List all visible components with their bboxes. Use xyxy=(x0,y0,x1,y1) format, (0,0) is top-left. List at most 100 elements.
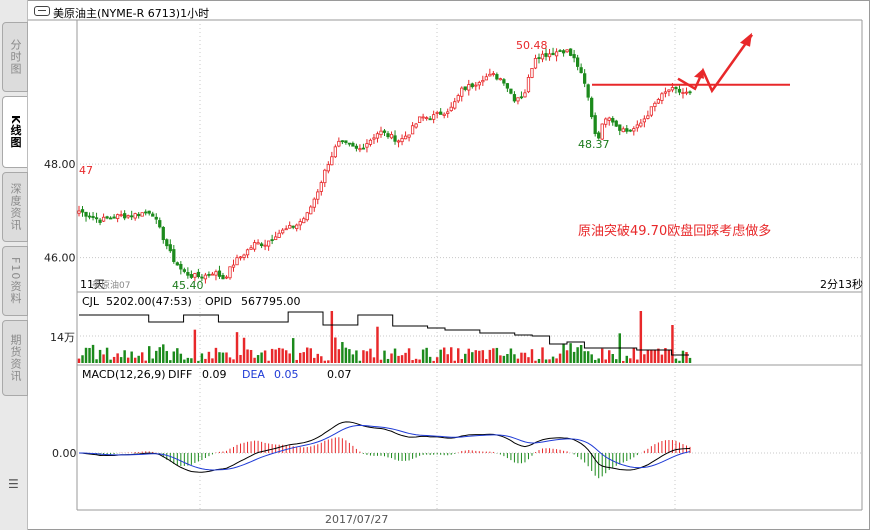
volume-bar xyxy=(137,355,140,363)
candle-body xyxy=(649,106,654,116)
volume-bar xyxy=(495,347,499,363)
candle-body xyxy=(614,120,618,127)
candle-body xyxy=(94,217,99,220)
volume-bar xyxy=(302,352,305,363)
tab-intraday[interactable]: 分时图 xyxy=(2,22,28,92)
volume-tick-label: 14万 xyxy=(50,331,75,344)
candle-body xyxy=(203,274,208,280)
candle-body xyxy=(302,218,306,224)
candle-body xyxy=(298,221,302,226)
candle-body xyxy=(161,226,165,241)
volume-bar xyxy=(562,343,565,363)
candle-body xyxy=(586,84,590,98)
candle-body xyxy=(400,138,404,143)
volume-bar xyxy=(492,348,495,363)
candle-body xyxy=(323,169,327,184)
volume-bar xyxy=(523,352,527,363)
tab-news[interactable]: 深度资讯 xyxy=(2,172,28,242)
volume-bar xyxy=(365,351,369,363)
volume-bar xyxy=(98,349,102,363)
volume-bar xyxy=(200,353,204,363)
volume-bar xyxy=(615,359,618,363)
volume-bar xyxy=(457,348,460,363)
candle-body xyxy=(372,137,376,140)
candle-body xyxy=(537,57,541,59)
candle-body xyxy=(628,129,632,132)
tab-futures-news[interactable]: 期货资讯 xyxy=(2,320,28,396)
candle-body xyxy=(467,84,471,91)
candle-body xyxy=(284,228,288,231)
volume-bar xyxy=(681,350,685,363)
volume-bar xyxy=(309,348,312,363)
candle-body xyxy=(133,213,137,219)
volume-bar xyxy=(520,352,523,363)
macd-header-4: 0.05 xyxy=(274,368,299,381)
candle-body xyxy=(551,52,555,56)
volume-bar xyxy=(572,351,576,363)
candle-body xyxy=(80,209,85,213)
candle-body xyxy=(579,67,583,74)
candle-body xyxy=(165,239,169,247)
volume-bar xyxy=(211,358,214,363)
volume-bar xyxy=(214,347,218,363)
candle-body xyxy=(428,118,432,121)
candle-body xyxy=(312,198,316,208)
candle-body xyxy=(674,86,678,90)
candle-body xyxy=(509,88,513,94)
volume-bar xyxy=(179,353,183,363)
candle-body xyxy=(182,269,186,272)
volume-bar xyxy=(330,311,334,363)
volume-bar xyxy=(77,358,81,363)
candle-body xyxy=(439,111,443,115)
candle-body xyxy=(105,216,109,219)
volume-bar xyxy=(509,348,513,363)
candle-body xyxy=(274,236,278,241)
volume-bar xyxy=(249,349,253,363)
candle-body xyxy=(245,249,250,256)
candle-body xyxy=(470,83,474,88)
volume-bar xyxy=(404,352,407,363)
candle-body xyxy=(583,73,587,84)
candle-body xyxy=(270,239,274,241)
candle-body xyxy=(200,276,204,279)
volume-bar xyxy=(253,357,256,363)
volume-bar xyxy=(155,350,158,363)
candle-body xyxy=(460,87,464,97)
candle-body xyxy=(642,118,646,123)
candle-body xyxy=(442,113,446,116)
candle-body xyxy=(593,115,597,135)
candle-body xyxy=(316,191,320,200)
candle-body xyxy=(249,247,253,250)
analysis-comment: 原油突破49.70欧盘回踩考虑做多 xyxy=(578,223,771,239)
volume-bar xyxy=(235,332,239,363)
volume-bar xyxy=(622,360,625,363)
candle-body xyxy=(611,118,615,123)
candle-body xyxy=(403,135,408,140)
candle-body xyxy=(554,51,559,57)
volume-bar xyxy=(327,360,330,363)
candle-body xyxy=(572,54,576,59)
menu-icon[interactable]: ☰ xyxy=(8,477,19,491)
volume-bar xyxy=(411,360,414,363)
volume-bar xyxy=(91,344,95,363)
candle-body xyxy=(115,214,120,219)
volume-bar xyxy=(600,348,604,363)
candle-body xyxy=(154,216,158,220)
candle-body xyxy=(217,270,222,277)
candle-body xyxy=(663,91,668,94)
volume-bar xyxy=(583,351,586,363)
volume-bar xyxy=(376,326,379,363)
low-price-label: 45.40 xyxy=(172,279,204,292)
volume-bar xyxy=(277,347,281,363)
volume-bar xyxy=(442,347,446,363)
volume-bar xyxy=(551,356,555,363)
volume-bar xyxy=(428,356,432,363)
candle-body xyxy=(393,135,397,142)
candle-body xyxy=(351,142,355,147)
candle-body xyxy=(172,249,176,262)
tab-kline[interactable]: K线图 xyxy=(2,96,27,168)
candle-body xyxy=(389,134,394,139)
volume-bar xyxy=(611,354,614,363)
tab-f10[interactable]: F10资料 xyxy=(2,246,28,316)
